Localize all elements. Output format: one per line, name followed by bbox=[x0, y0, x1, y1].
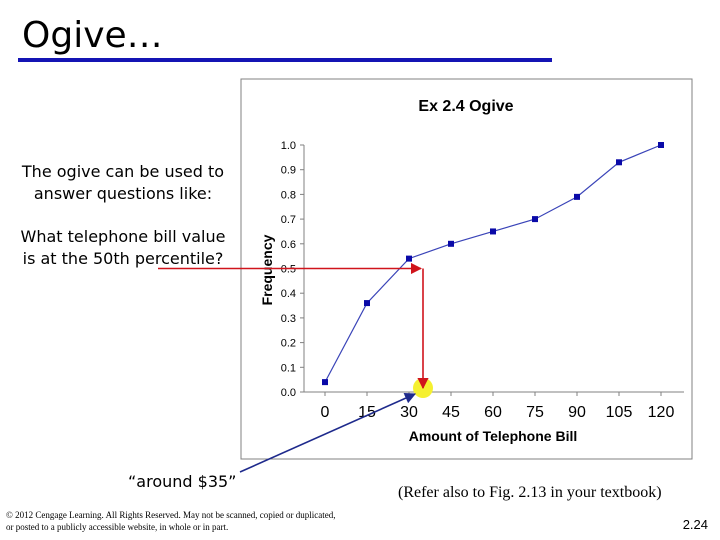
title-underline bbox=[18, 58, 552, 62]
x-axis-label: Amount of Telephone Bill bbox=[409, 428, 578, 444]
slide-title: Ogive… bbox=[22, 15, 163, 56]
data-point bbox=[364, 300, 370, 307]
chart-title: Ex 2.4 Ogive bbox=[418, 98, 513, 115]
data-point bbox=[532, 216, 538, 223]
x-tick-label: 45 bbox=[442, 404, 460, 421]
y-tick-label: 0.1 bbox=[281, 362, 296, 374]
answer-pointer-arrow bbox=[239, 392, 417, 473]
x-tick-label: 60 bbox=[484, 404, 502, 421]
x-tick-label: 0 bbox=[321, 404, 330, 421]
y-tick-label: 0.7 bbox=[281, 214, 296, 226]
x-tick-label: 90 bbox=[568, 404, 586, 421]
data-point bbox=[574, 193, 580, 200]
y-tick-group: 0.0 0.1 0.2 0.3 0.4 0.5 0.6 0.7 0.8 0.9 1.0 bbox=[281, 140, 304, 399]
copyright-notice: © 2012 Cengage Learning. All Rights Rese… bbox=[6, 510, 336, 532]
y-tick-label: 0.2 bbox=[281, 338, 296, 350]
y-tick-label: 1.0 bbox=[281, 140, 296, 152]
data-point bbox=[322, 379, 328, 386]
series-group bbox=[322, 142, 664, 386]
x-tick-label: 75 bbox=[526, 404, 544, 421]
question-text: What telephone bill value is at the 50th… bbox=[20, 227, 226, 268]
data-point bbox=[406, 255, 412, 262]
x-tick-label: 30 bbox=[400, 404, 418, 421]
y-tick-label: 0.8 bbox=[281, 189, 296, 201]
question-intro: The ogive can be used to answer question… bbox=[21, 162, 225, 203]
x-tick-label: 120 bbox=[648, 404, 675, 421]
page-number: 2.24 bbox=[682, 517, 708, 532]
data-point bbox=[490, 228, 496, 235]
x-tick-label: 105 bbox=[606, 404, 633, 421]
reference-note: (Refer also to Fig. 2.13 in your textboo… bbox=[398, 484, 662, 501]
y-tick-label: 0.5 bbox=[281, 264, 296, 276]
data-point bbox=[448, 240, 454, 247]
annotation-group bbox=[158, 262, 433, 473]
x-tick-group: 0 15 30 45 60 75 90 105 120 bbox=[321, 392, 675, 421]
y-tick-label: 0.9 bbox=[281, 165, 296, 177]
data-point bbox=[658, 142, 664, 148]
y-tick-label: 0.3 bbox=[281, 313, 296, 325]
answer-label: “around $35” bbox=[128, 472, 237, 491]
data-point bbox=[616, 159, 622, 166]
y-tick-label: 0.4 bbox=[281, 288, 296, 300]
y-tick-label: 0.6 bbox=[281, 239, 296, 251]
y-axis-label: Frequency bbox=[259, 234, 275, 305]
y-tick-label: 0.0 bbox=[281, 387, 296, 399]
